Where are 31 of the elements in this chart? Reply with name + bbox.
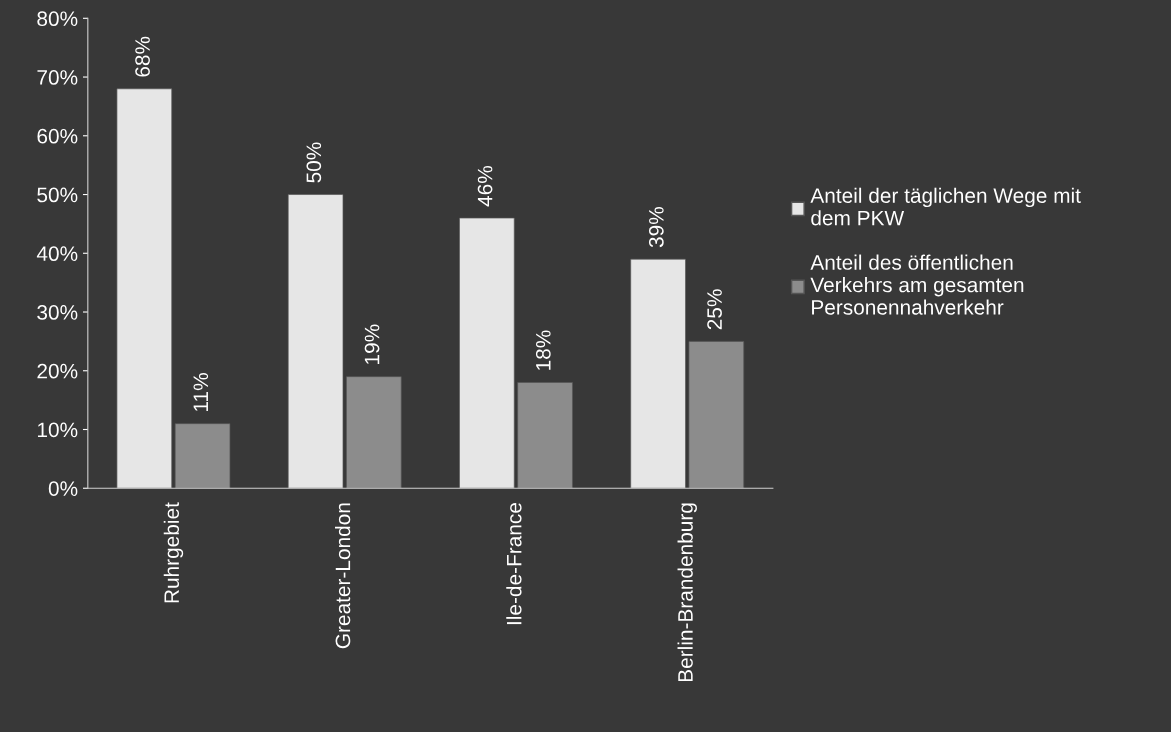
y-tick-label: 30% — [37, 305, 78, 320]
y-tick-label: 10% — [38, 422, 78, 438]
y-tick-label: 70% — [37, 70, 78, 85]
data-label: 18% — [535, 330, 551, 370]
x-tick-label: Ile-de-France — [506, 503, 522, 625]
data-label: 50% — [306, 142, 322, 183]
data-label: 39% — [648, 207, 664, 248]
data-label: 68% — [135, 36, 150, 77]
bar — [517, 382, 573, 489]
data-label: 11% — [193, 373, 209, 411]
bar — [630, 258, 686, 489]
y-tick-label: 60% — [37, 128, 78, 144]
bar — [688, 341, 745, 489]
y-tick-label: 40% — [36, 246, 78, 262]
y-tick-label: 20% — [37, 363, 78, 379]
data-label: 25% — [707, 289, 722, 330]
legend-label: Anteil des öffentlichen Verkehrs am gesamten Personennahverkehr — [810, 254, 1024, 315]
x-tick-label: Ruhrgebiet — [163, 502, 184, 603]
y-tick-label: 80% — [37, 11, 78, 27]
legend-label: Anteil der täglichen Wege mit dem PKW — [810, 187, 1081, 226]
data-label: 19% — [364, 324, 380, 364]
bar — [346, 376, 402, 489]
y-tick-label: 50% — [37, 187, 78, 203]
y-tick-label: 0% — [48, 481, 78, 496]
bar — [116, 88, 173, 489]
data-label: 46% — [477, 165, 493, 207]
bar — [459, 217, 515, 489]
x-tick-label: Berlin-Brandenburg — [677, 503, 697, 682]
bar — [174, 423, 231, 489]
bar — [287, 194, 344, 489]
x-tick-label: Greater-London — [335, 503, 351, 649]
